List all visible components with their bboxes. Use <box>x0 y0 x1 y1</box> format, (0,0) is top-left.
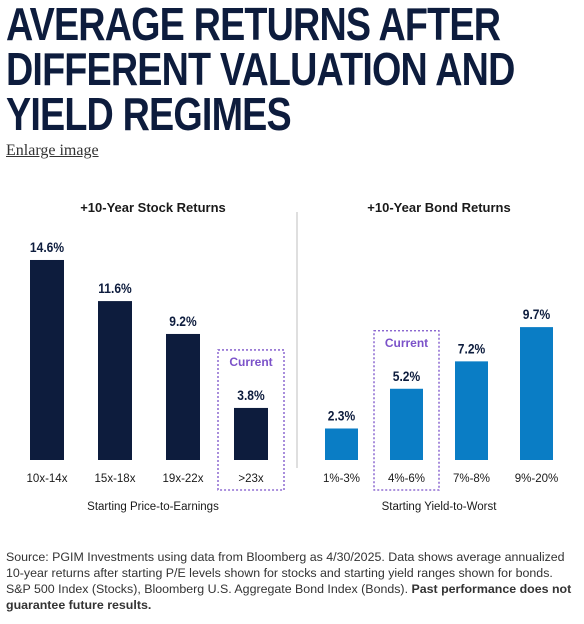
stock-category-label: 10x-14x <box>27 473 68 485</box>
stock-bar <box>98 301 132 460</box>
bond-current-box <box>373 330 440 491</box>
bond-bar-value-label: 5.2% <box>393 368 421 384</box>
source-text: Source: PGIM Investments using data from… <box>6 550 565 596</box>
stock-bar <box>30 259 64 460</box>
stock-category-label: >23x <box>238 473 264 485</box>
stock-current-box <box>217 349 285 491</box>
bond-category-label: 7%-8% <box>453 473 490 485</box>
stock-category-label: 19x-22x <box>163 473 204 485</box>
source-note: Source: PGIM Investments using data from… <box>6 549 578 613</box>
bond-bar <box>455 361 488 460</box>
bond-bar <box>390 388 423 460</box>
bond-x-axis-label: Starting Yield-to-Worst <box>382 501 498 513</box>
returns-chart: +10-Year Stock Returns 14.6% 10x-14x 11.6% 1… <box>27 200 559 513</box>
page-title: AVERAGE RETURNS AFTER DIFFERENT VALUATIO… <box>6 0 515 140</box>
stock-bar-value-label: 14.6% <box>30 239 64 255</box>
bond-bar-value-label: 2.3% <box>328 408 356 424</box>
enlarge-image-link[interactable]: Enlarge image <box>6 142 99 159</box>
bond-bar <box>520 327 553 460</box>
bond-category-label: 4%-6% <box>388 473 425 485</box>
stock-category-label: 15x-18x <box>95 473 136 485</box>
stock-bar-value-label: 11.6% <box>98 280 132 296</box>
disclaimer-text: Past performance does not guarantee futu… <box>6 582 572 612</box>
stock-bar-value-label: 3.8% <box>237 387 265 403</box>
bond-current-label: Current <box>385 336 428 350</box>
stock-x-axis-label: Starting Price-to-Earnings <box>87 501 219 513</box>
stock-current-label: Current <box>229 355 272 369</box>
stock-chart-title: +10-Year Stock Returns <box>80 200 226 215</box>
bond-category-label: 9%-20% <box>515 473 558 485</box>
stock-bar-value-label: 9.2% <box>169 313 197 329</box>
bond-bar-value-label: 7.2% <box>458 340 486 356</box>
stock-bar <box>166 333 200 460</box>
bond-bar <box>325 428 358 460</box>
bond-category-label: 1%-3% <box>323 473 360 485</box>
stock-bar <box>234 407 268 460</box>
bond-bar-value-label: 9.7% <box>523 306 551 322</box>
bond-chart-title: +10-Year Bond Returns <box>367 200 510 215</box>
